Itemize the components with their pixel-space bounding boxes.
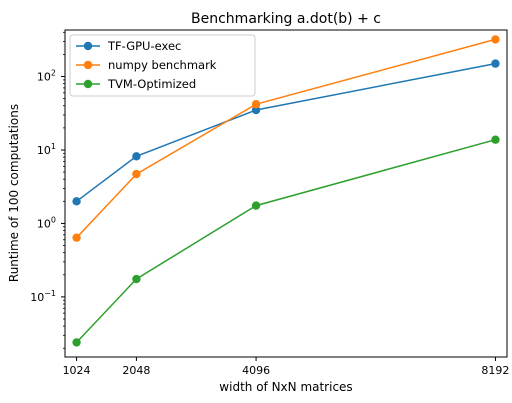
- y-tick-label: 10−1: [30, 289, 56, 304]
- data-point-tvm-optimized: [251, 201, 261, 210]
- legend-box: [69, 34, 256, 97]
- legend-label-tvm-optimized: TVM-Optimized: [107, 77, 196, 91]
- x-tick-label: 4096: [242, 364, 270, 377]
- plot-frame: [64, 29, 508, 358]
- data-point-tvm-optimized: [132, 274, 141, 284]
- series-line-tvm-optimized: [76, 138, 496, 343]
- y-axis: 10−1 100 101 102: [30, 31, 65, 349]
- legend: TF-GPU-exec numpy benchmark TVM-Optimized: [69, 34, 256, 97]
- legend-marker-numpy-benchmark: [83, 60, 93, 70]
- data-point-numpy-benchmark: [491, 35, 500, 44]
- y-axis-label: Runtime of 100 computations: [7, 104, 21, 282]
- plot-area: [72, 35, 500, 347]
- y-tick-label: 101: [37, 142, 56, 157]
- legend-marker-tf-gpu-exec: [83, 41, 93, 51]
- data-point-numpy-benchmark: [132, 169, 141, 179]
- series-line-numpy-benchmark: [76, 38, 496, 239]
- legend-marker-tvm-optimized: [83, 79, 93, 89]
- data-point-numpy-benchmark: [251, 100, 261, 109]
- x-axis: 1024 2048 4096 8192: [63, 357, 509, 377]
- data-point-tf-gpu-exec: [132, 152, 141, 161]
- data-point-tvm-optimized: [491, 135, 500, 144]
- legend-label-tf-gpu-exec: TF-GPU-exec: [107, 39, 181, 53]
- data-point-numpy-benchmark: [72, 233, 81, 242]
- data-point-tvm-optimized: [72, 338, 81, 347]
- data-point-tf-gpu-exec: [251, 105, 261, 115]
- x-axis-label: width of NxN matrices: [219, 380, 352, 394]
- y-tick-label: 100: [37, 215, 56, 230]
- x-tick-label: 2048: [122, 364, 150, 377]
- y-tick-label: 102: [37, 69, 56, 84]
- x-tick-label: 1024: [63, 364, 91, 377]
- x-tick-label: 8192: [481, 364, 509, 377]
- legend-label-numpy-benchmark: numpy benchmark: [108, 58, 217, 72]
- data-point-tf-gpu-exec: [491, 59, 500, 68]
- data-point-tf-gpu-exec: [72, 197, 81, 206]
- chart-title: Benchmarking a.dot(b) + c: [191, 11, 381, 27]
- series-line-tf-gpu-exec: [76, 62, 496, 202]
